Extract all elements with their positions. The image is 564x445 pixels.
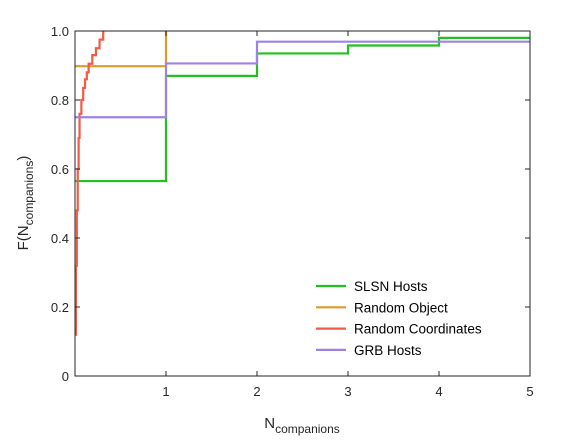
x-axis-label-main: N	[264, 415, 275, 432]
x-tick-label: 3	[344, 384, 351, 399]
y-tick-label: 0	[62, 369, 69, 384]
x-axis-label: Ncompanions	[264, 415, 340, 436]
legend-label: Random Object	[354, 300, 448, 315]
legend-label: GRB Hosts	[354, 343, 422, 358]
y-tick-label: 0.6	[51, 162, 69, 177]
x-axis-label-sub: companions	[275, 422, 340, 436]
series-line-grb-hosts	[75, 40, 530, 119]
y-axis-label: F(Ncompanions)	[15, 156, 36, 251]
y-axis-label-post: )	[15, 156, 32, 161]
legend-label: Random Coordinates	[354, 322, 482, 337]
plot-area	[74, 31, 530, 336]
x-tick-label: 2	[253, 384, 260, 399]
y-axis-label-pre: F(N	[15, 225, 32, 250]
series-line-random-object	[75, 31, 168, 68]
y-tick-label: 0.8	[51, 93, 69, 108]
axis-ticks: 1 2 3 4 5 0 0.2 0.4 0.6 0.8 1.0	[51, 24, 534, 399]
legend-label: SLSN Hosts	[354, 279, 428, 294]
series-line-random-coordinates	[74, 31, 105, 336]
series-line-slsn-hosts	[75, 36, 530, 183]
x-tick-label: 1	[162, 384, 169, 399]
y-tick-label: 0.4	[51, 231, 69, 246]
x-tick-label: 5	[526, 384, 533, 399]
y-axis-label-sub: companions	[22, 161, 36, 226]
legend: SLSN Hosts Random Object Random Coordinate…	[316, 279, 482, 358]
x-tick-label: 4	[435, 384, 442, 399]
axes-box	[74, 30, 531, 377]
y-tick-label: 0.2	[51, 300, 69, 315]
y-tick-label: 1.0	[51, 24, 69, 39]
